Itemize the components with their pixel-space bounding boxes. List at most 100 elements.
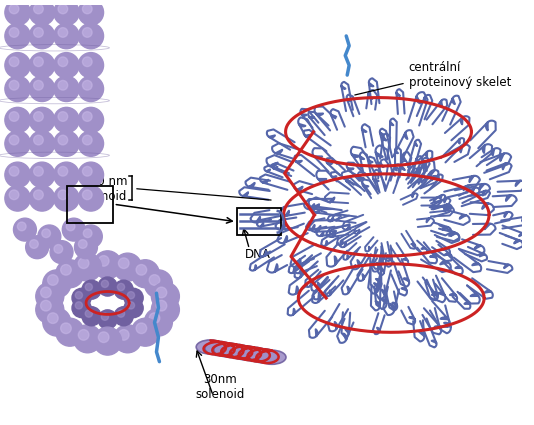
- Circle shape: [61, 264, 71, 275]
- Circle shape: [34, 80, 43, 90]
- Circle shape: [29, 76, 54, 102]
- Circle shape: [58, 112, 68, 122]
- Circle shape: [78, 162, 104, 187]
- Circle shape: [61, 323, 71, 334]
- Circle shape: [43, 270, 70, 298]
- Circle shape: [98, 277, 117, 296]
- Circle shape: [82, 112, 92, 122]
- Circle shape: [26, 236, 49, 259]
- Bar: [67, 186, 113, 223]
- Circle shape: [41, 300, 51, 311]
- Circle shape: [131, 318, 159, 346]
- Circle shape: [149, 275, 160, 285]
- Circle shape: [78, 131, 104, 156]
- Circle shape: [58, 135, 68, 145]
- Circle shape: [83, 229, 92, 238]
- Circle shape: [29, 23, 54, 49]
- Circle shape: [29, 108, 54, 133]
- Circle shape: [54, 23, 79, 49]
- Circle shape: [9, 135, 19, 145]
- Circle shape: [29, 240, 38, 248]
- Circle shape: [98, 310, 117, 329]
- Circle shape: [124, 298, 143, 317]
- Circle shape: [75, 292, 82, 299]
- Circle shape: [85, 310, 92, 317]
- Circle shape: [54, 76, 79, 102]
- Circle shape: [82, 80, 92, 90]
- Circle shape: [152, 282, 179, 310]
- Circle shape: [127, 292, 135, 299]
- Circle shape: [78, 186, 104, 211]
- Circle shape: [131, 260, 159, 288]
- Circle shape: [85, 283, 92, 291]
- Circle shape: [58, 28, 68, 37]
- Circle shape: [124, 288, 143, 307]
- Ellipse shape: [249, 349, 277, 363]
- Circle shape: [58, 190, 68, 200]
- Circle shape: [136, 264, 147, 275]
- Circle shape: [119, 329, 129, 340]
- Circle shape: [82, 280, 101, 299]
- Circle shape: [54, 108, 79, 133]
- Circle shape: [54, 53, 79, 78]
- Circle shape: [5, 76, 30, 102]
- Circle shape: [74, 325, 101, 353]
- Circle shape: [58, 57, 68, 67]
- Text: 30 nm
solenoid: 30 nm solenoid: [78, 175, 127, 203]
- Circle shape: [34, 4, 43, 14]
- Ellipse shape: [214, 343, 242, 357]
- Circle shape: [41, 287, 51, 298]
- Circle shape: [5, 186, 30, 211]
- Circle shape: [156, 300, 167, 311]
- Circle shape: [117, 283, 124, 291]
- Circle shape: [56, 318, 84, 346]
- Circle shape: [5, 0, 30, 25]
- Circle shape: [101, 313, 108, 320]
- Circle shape: [127, 302, 135, 309]
- Circle shape: [13, 218, 36, 241]
- Circle shape: [94, 285, 121, 313]
- Circle shape: [66, 222, 75, 231]
- Ellipse shape: [240, 347, 269, 361]
- Circle shape: [114, 280, 133, 299]
- Circle shape: [119, 258, 129, 269]
- Circle shape: [54, 162, 79, 187]
- Circle shape: [93, 251, 122, 279]
- Text: 30nm
solenoid: 30nm solenoid: [195, 373, 245, 401]
- Circle shape: [29, 0, 54, 25]
- Circle shape: [29, 186, 54, 211]
- Circle shape: [34, 57, 43, 67]
- Circle shape: [34, 28, 43, 37]
- Circle shape: [34, 167, 43, 176]
- Circle shape: [78, 76, 104, 102]
- Circle shape: [75, 236, 97, 259]
- Circle shape: [82, 190, 92, 200]
- Circle shape: [82, 28, 92, 37]
- Circle shape: [56, 260, 84, 288]
- Circle shape: [18, 222, 26, 231]
- Circle shape: [5, 162, 30, 187]
- Circle shape: [50, 241, 73, 264]
- Circle shape: [78, 23, 104, 49]
- Circle shape: [117, 310, 124, 317]
- Circle shape: [144, 270, 172, 298]
- Circle shape: [5, 108, 30, 133]
- Circle shape: [82, 57, 92, 67]
- Circle shape: [34, 112, 43, 122]
- Circle shape: [29, 162, 54, 187]
- Circle shape: [9, 167, 19, 176]
- Circle shape: [152, 296, 179, 323]
- Circle shape: [78, 258, 89, 269]
- Circle shape: [62, 218, 85, 241]
- Ellipse shape: [205, 341, 233, 355]
- Circle shape: [36, 282, 64, 310]
- Circle shape: [34, 190, 43, 200]
- Circle shape: [54, 186, 79, 211]
- Circle shape: [58, 80, 68, 90]
- Circle shape: [93, 327, 122, 355]
- Circle shape: [78, 108, 104, 133]
- Circle shape: [34, 135, 43, 145]
- Circle shape: [82, 167, 92, 176]
- Circle shape: [78, 240, 87, 248]
- Circle shape: [114, 307, 133, 326]
